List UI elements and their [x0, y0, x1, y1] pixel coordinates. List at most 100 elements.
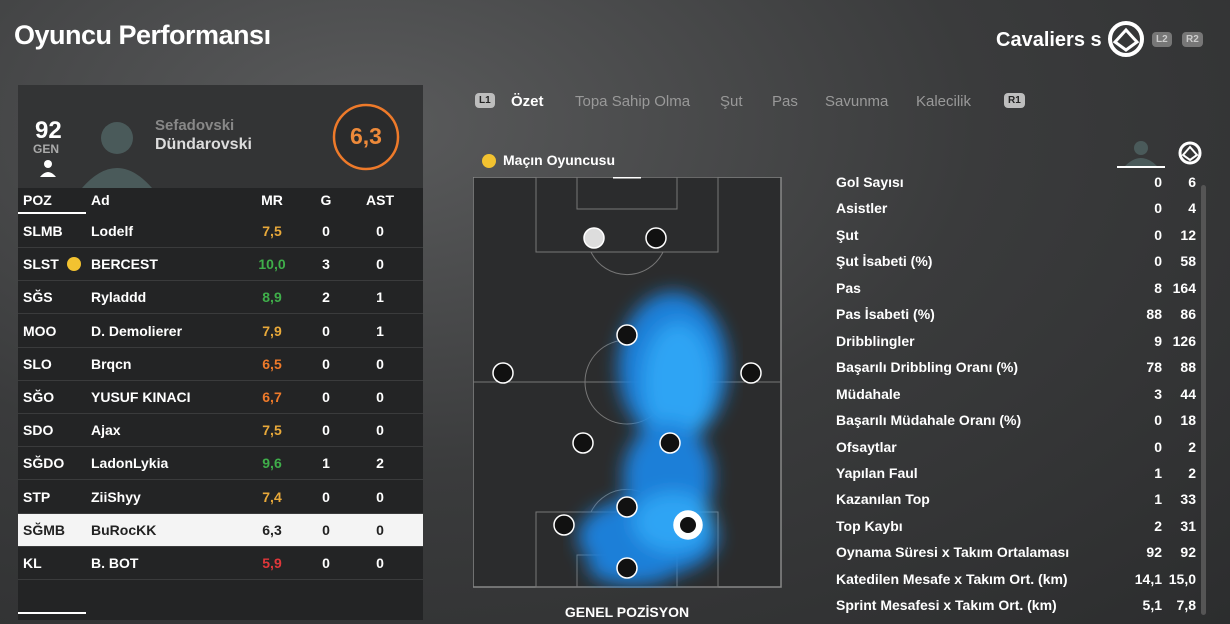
column-header[interactable]: POZ — [23, 192, 52, 208]
team-column-icon — [1178, 141, 1202, 165]
match-rating: 7,4 — [262, 488, 282, 505]
player-stat: 9 — [1154, 332, 1162, 349]
pitch-label: Maçın Oyuncusu — [503, 152, 616, 168]
table-row[interactable] — [18, 215, 423, 248]
player-stat: 0 — [1154, 412, 1162, 429]
match-rating: 6,3 — [350, 123, 382, 149]
player-name: D. Demolierer — [91, 322, 183, 339]
position: STP — [23, 488, 51, 505]
l2-button[interactable]: L2 — [1152, 32, 1172, 47]
table-row[interactable] — [18, 447, 423, 481]
match-rating: 7,5 — [262, 422, 282, 439]
table-row[interactable] — [18, 348, 423, 381]
r1-button[interactable]: R1 — [1004, 93, 1025, 108]
player-stat: 2 — [1154, 517, 1162, 534]
match-rating: 6,7 — [262, 389, 282, 405]
table-row[interactable] — [18, 315, 423, 348]
column-header: G — [320, 192, 332, 208]
player-name: YUSUF KINACI — [91, 389, 191, 405]
tab[interactable]: Topa Sahip Olma — [575, 93, 691, 110]
table-row[interactable] — [18, 414, 423, 448]
position: SLO — [23, 355, 52, 372]
goals: 3 — [322, 256, 330, 273]
goals: 0 — [322, 389, 330, 405]
team-stat: 92 — [1180, 544, 1196, 561]
player-name: Brqcn — [91, 355, 132, 372]
team-name: Cavaliers s — [996, 29, 1102, 51]
stat-label: Sprint Mesafesi x Takım Ort. (km) — [836, 597, 1057, 614]
goals: 0 — [322, 422, 330, 439]
match-rating: 9,6 — [262, 455, 282, 472]
motm-icon — [482, 154, 496, 168]
assists: 0 — [376, 389, 384, 405]
motm-icon — [67, 257, 81, 272]
goals: 0 — [322, 322, 330, 339]
stat-label: Pas — [836, 279, 861, 296]
player-first-name: Sefadovski — [155, 117, 235, 134]
heatmap — [578, 292, 728, 585]
stat-label: Dribblingler — [836, 332, 915, 349]
goals: 0 — [322, 555, 330, 571]
match-rating: 5,9 — [262, 555, 282, 571]
stat-label: Pas İsabeti (%) — [836, 306, 935, 323]
table-row[interactable] — [18, 481, 423, 514]
player-dots — [492, 227, 762, 579]
table-row[interactable] — [18, 513, 423, 547]
tab[interactable]: Şut — [720, 93, 743, 110]
assists: 2 — [376, 455, 384, 472]
assists: 1 — [376, 289, 384, 306]
team-stat: 2 — [1188, 464, 1196, 481]
team-stat: 4 — [1188, 200, 1196, 217]
assists: 0 — [376, 256, 384, 273]
goals: 0 — [322, 488, 330, 505]
l1-button[interactable]: L1 — [475, 93, 495, 108]
player-name: ZiiShyy — [91, 488, 141, 505]
position: SĞS — [23, 289, 53, 306]
player-stat: 0 — [1154, 253, 1162, 270]
table-row[interactable] — [18, 248, 423, 282]
tab[interactable]: Özet — [511, 93, 544, 110]
position: SDO — [23, 422, 54, 439]
column-header: AST — [366, 192, 394, 208]
player-stat: 8 — [1154, 279, 1162, 296]
tab[interactable]: Savunma — [825, 93, 889, 110]
assists: 1 — [376, 322, 384, 339]
player-name: Lodelf — [91, 223, 133, 239]
player-stat: 14,1 — [1134, 570, 1162, 587]
stat-label: Oynama Süresi x Takım Ortalaması — [836, 544, 1070, 561]
column-header: MR — [261, 192, 283, 208]
match-rating: 6,3 — [262, 521, 282, 538]
team-stat: 6 — [1188, 174, 1196, 190]
pitch — [473, 177, 782, 588]
position: SĞMB — [23, 521, 65, 538]
tab[interactable]: Kalecilik — [916, 93, 972, 110]
assists: 0 — [376, 555, 384, 571]
goals: 0 — [322, 223, 330, 239]
team-stat: 33 — [1180, 491, 1196, 508]
stat-label: Başarılı Müdahale Oranı (%) — [836, 412, 1022, 429]
stat-label: Yapılan Faul — [836, 464, 918, 481]
player-overall: 92 — [35, 117, 62, 144]
scrollbar[interactable] — [1201, 185, 1206, 615]
rating-ring — [332, 103, 400, 171]
r2-button[interactable]: R2 — [1182, 32, 1203, 47]
assists: 0 — [376, 223, 384, 239]
table-row[interactable] — [18, 281, 423, 315]
position: SĞDO — [23, 455, 65, 472]
table-row[interactable] — [18, 547, 423, 580]
team-stat: 126 — [1172, 332, 1196, 349]
player-stat: 0 — [1154, 200, 1162, 217]
tab[interactable]: Pas — [772, 93, 798, 110]
player-stat: 0 — [1154, 438, 1162, 455]
stat-label: Ofsaytlar — [836, 438, 897, 455]
match-rating: 8,9 — [262, 289, 282, 306]
player-stat: 92 — [1146, 544, 1162, 561]
position: SĞO — [23, 389, 55, 405]
player-name: LadonLykia — [91, 455, 169, 472]
player-stat: 78 — [1146, 359, 1162, 376]
person-icon — [40, 160, 56, 177]
table-row[interactable] — [18, 381, 423, 414]
player-last-name: Dündarovski — [155, 136, 252, 153]
player-stat: 88 — [1146, 306, 1162, 323]
